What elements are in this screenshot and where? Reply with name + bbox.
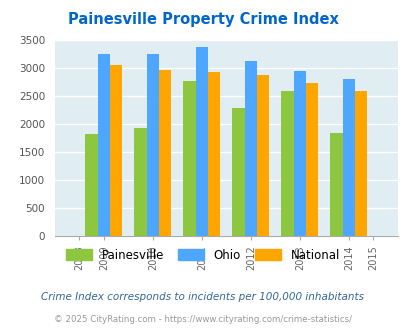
- Text: Crime Index corresponds to incidents per 100,000 inhabitants: Crime Index corresponds to incidents per…: [41, 292, 364, 302]
- Bar: [110, 65, 122, 236]
- Bar: [330, 133, 342, 236]
- Bar: [342, 79, 354, 236]
- Text: © 2025 CityRating.com - https://www.cityrating.com/crime-statistics/: © 2025 CityRating.com - https://www.city…: [54, 315, 351, 324]
- Bar: [98, 53, 110, 236]
- Bar: [256, 75, 269, 236]
- Bar: [281, 91, 293, 236]
- Bar: [244, 61, 256, 236]
- Bar: [195, 48, 207, 236]
- Legend: Painesville, Ohio, National: Painesville, Ohio, National: [61, 244, 344, 266]
- Bar: [232, 108, 244, 236]
- Bar: [134, 128, 146, 236]
- Bar: [293, 71, 305, 236]
- Bar: [85, 134, 98, 236]
- Bar: [305, 83, 318, 236]
- Text: Painesville Property Crime Index: Painesville Property Crime Index: [67, 12, 338, 26]
- Bar: [146, 54, 159, 236]
- Bar: [159, 70, 171, 236]
- Bar: [207, 72, 220, 236]
- Bar: [183, 81, 195, 236]
- Bar: [354, 91, 367, 236]
